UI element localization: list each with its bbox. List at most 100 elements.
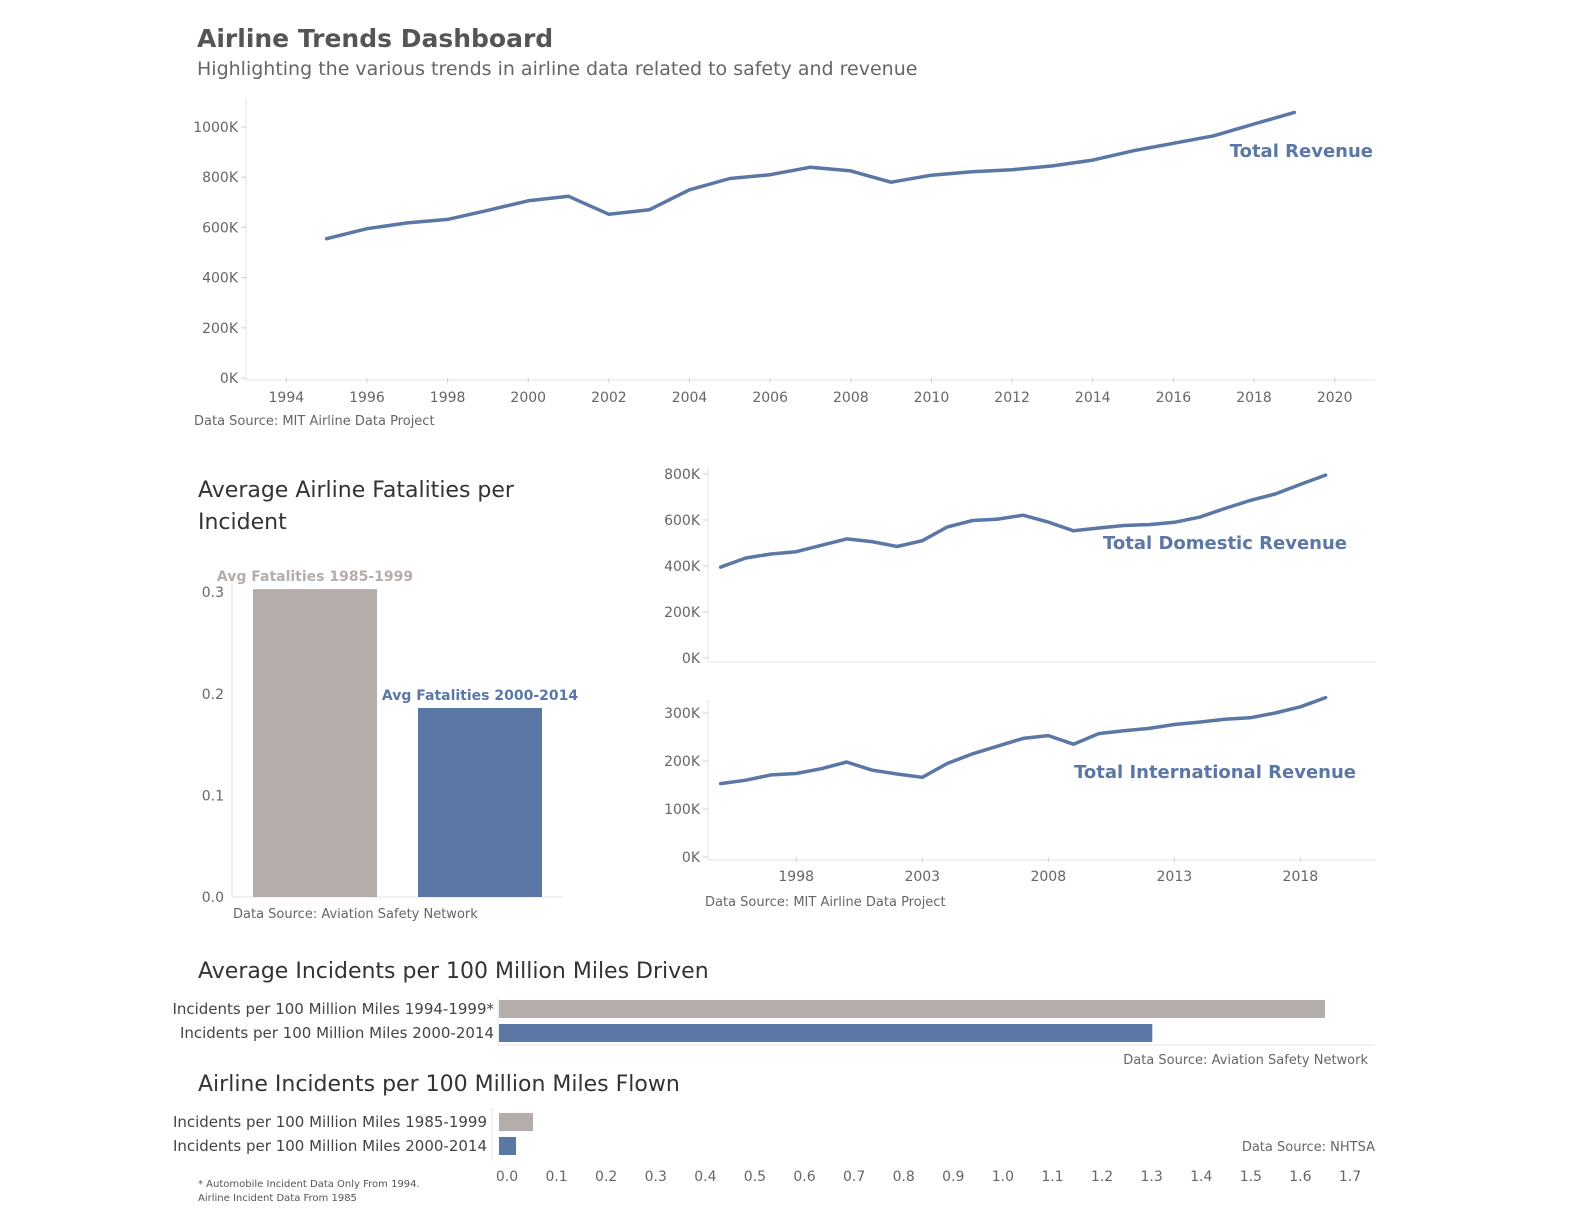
fatalities-bar [253,589,377,897]
incidents-driven-title: Average Incidents per 100 Million Miles … [198,959,709,984]
incidents_driven-bar [499,1024,1153,1042]
total_revenue-x-tick-label: 2016 [1156,390,1192,406]
total_revenue-x-tick-label: 2006 [752,390,788,406]
total_revenue-y-tick-label: 600K [202,220,239,236]
incidents-flown-chart: Airline Incidents per 100 Million Miles … [173,1072,1375,1185]
incidents_flown-category-label: Incidents per 100 Million Miles 1985-199… [173,1113,487,1131]
total_revenue-x-tick-label: 2018 [1236,390,1272,406]
fatalities-y-tick-label: 0.1 [202,788,224,804]
total_revenue-y-tick-label: 400K [202,271,239,287]
incidents-flown-x-tick-label: 0.2 [595,1169,617,1185]
total-revenue-chart: 0K 200K 400K 600K 800K 1000K 1994 1996 1998 2000… [193,98,1375,429]
international_revenue-x-tick-label: 1998 [778,869,814,885]
international-revenue-source: Data Source: MIT Airline Data Project [705,895,946,910]
international_revenue-y-tick-label: 300K [664,706,701,722]
total_revenue-x-tick-label: 1994 [269,390,305,406]
incidents_driven-bar [499,1000,1325,1018]
total-revenue-y-ticks: 0K 200K 400K 600K 800K 1000K [193,120,246,387]
domestic-revenue-chart: 0K 200K 400K 600K 800K Total Domestic Revenu… [664,466,1376,667]
international_revenue-x-tick-label: 2008 [1030,869,1066,885]
international_revenue-x-tick-label: 2013 [1157,869,1193,885]
incidents-flown-bars: Incidents per 100 Million Miles 1985-199… [173,1113,534,1155]
international-revenue-x-ticks: 1998 2003 2008 2013 2018 [778,857,1318,885]
incidents-flown-x-tick-label: 0.4 [694,1169,716,1185]
incidents-driven-bars: Incidents per 100 Million Miles 1994-199… [172,1000,1325,1042]
domestic_revenue-y-tick-label: 400K [664,559,701,575]
incidents-flown-title: Airline Incidents per 100 Million Miles … [198,1072,680,1097]
total_revenue-x-tick-label: 1998 [430,390,466,406]
international_revenue-x-tick-label: 2018 [1283,869,1319,885]
total_revenue-x-tick-label: 2008 [833,390,869,406]
domestic-revenue-line [718,473,1328,569]
incidents_driven-category-label: Incidents per 100 Million Miles 2000-201… [180,1024,494,1042]
total-revenue-x-ticks: 1994 1996 1998 2000 2002 2004 2006 2008 2010 2012… [269,378,1353,406]
total_revenue-y-tick-label: 1000K [193,120,239,136]
incidents-flown-x-tick-label: 0.5 [744,1169,766,1185]
incidents_flown-bar [499,1113,534,1131]
total_revenue-y-tick-label: 800K [202,170,239,186]
incidents_flown-category-label: Incidents per 100 Million Miles 2000-201… [173,1137,487,1155]
total_revenue-x-tick-label: 2004 [672,390,708,406]
fatalities-bar [418,708,542,897]
footnote-line1: * Automobile Incident Data Only From 199… [198,1179,420,1190]
domestic-revenue-label: Total Domestic Revenue [1103,533,1347,554]
fatalities-chart: Average Airline Fatalities per Incident … [198,478,578,922]
incidents-driven-chart: Average Incidents per 100 Million Miles … [172,959,1375,1068]
incidents-flown-x-tick-label: 1.4 [1190,1169,1212,1185]
incidents-flown-x-tick-label: 0.1 [545,1169,567,1185]
incidents-flown-x-tick-label: 1.3 [1141,1169,1163,1185]
incidents-flown-x-tick-label: 0.9 [942,1169,964,1185]
incidents-flown-x-tick-label: 1.2 [1091,1169,1113,1185]
international-revenue-chart: 0K 100K 200K 300K 1998 2003 2008 2013 2018 Tota… [664,695,1376,910]
fatalities-source: Data Source: Aviation Safety Network [233,907,478,922]
incidents-flown-x-tick-label: 1.5 [1240,1169,1262,1185]
fatalities-y-tick-label: 0.3 [202,585,224,601]
incidents-flown-x-ticks: 0.0 0.1 0.2 0.3 0.4 0.5 0.6 0.7 0.8 0.9 1.0 1.1 1.2 1… [496,1169,1361,1185]
dashboard-title: Airline Trends Dashboard [197,24,553,53]
incidents-flown-x-tick-label: 1.0 [992,1169,1014,1185]
incidents-flown-x-tick-label: 1.1 [1041,1169,1063,1185]
total_revenue-y-tick-label: 200K [202,321,239,337]
incidents_flown-bar [499,1137,517,1155]
total_revenue-x-tick-label: 2010 [914,390,950,406]
fatalities-bars: Avg Fatalities 1985-1999 Avg Fatalities 2… [217,569,578,897]
domestic_revenue-y-tick-label: 800K [664,467,701,483]
incidents-flown-x-tick-label: 1.6 [1289,1169,1311,1185]
total_revenue-x-tick-label: 2014 [1075,390,1111,406]
total-revenue-source: Data Source: MIT Airline Data Project [194,414,435,429]
fatalities-bar-label: Avg Fatalities 2000-2014 [382,688,578,704]
fatalities-title-line2: Incident [198,510,287,535]
fatalities-y-ticks: 0.0 0.1 0.2 0.3 [202,585,224,906]
international_revenue-y-tick-label: 0K [682,850,701,866]
fatalities-title-line1: Average Airline Fatalities per [198,478,515,503]
fatalities-bar-label: Avg Fatalities 1985-1999 [217,569,413,585]
dashboard-subtitle: Highlighting the various trends in airli… [197,58,917,80]
incidents-flown-x-tick-label: 0.7 [843,1169,865,1185]
total-revenue-label: Total Revenue [1230,141,1373,162]
international_revenue-x-tick-label: 2003 [904,869,940,885]
international-revenue-label: Total International Revenue [1074,762,1356,783]
total_revenue-x-tick-label: 2012 [994,390,1030,406]
incidents_driven-category-label: Incidents per 100 Million Miles 1994-199… [172,1000,494,1018]
total_revenue-x-tick-label: 2002 [591,390,627,406]
incidents-flown-source: Data Source: NHTSA [1242,1140,1375,1155]
total_revenue-x-tick-label: 1996 [349,390,385,406]
domestic_revenue-y-tick-label: 0K [682,651,701,667]
fatalities-y-tick-label: 0.0 [202,890,224,906]
international_revenue-y-tick-label: 100K [664,802,701,818]
footnote-line2: Airline Incident Data From 1985 [198,1193,357,1204]
incidents-flown-x-tick-label: 1.7 [1339,1169,1361,1185]
incidents-flown-x-tick-label: 0.0 [496,1169,518,1185]
domestic-revenue-y-ticks: 0K 200K 400K 600K 800K [664,467,708,667]
total-revenue-line [324,110,1297,241]
incidents-driven-source: Data Source: Aviation Safety Network [1123,1053,1368,1068]
international-revenue-line [718,695,1328,786]
domestic_revenue-y-tick-label: 600K [664,513,701,529]
total_revenue-x-tick-label: 2020 [1317,390,1353,406]
total_revenue-x-tick-label: 2000 [510,390,546,406]
fatalities-y-tick-label: 0.2 [202,687,224,703]
incidents-flown-x-tick-label: 0.8 [893,1169,915,1185]
incidents-flown-x-tick-label: 0.3 [645,1169,667,1185]
total_revenue-y-tick-label: 0K [220,371,239,387]
